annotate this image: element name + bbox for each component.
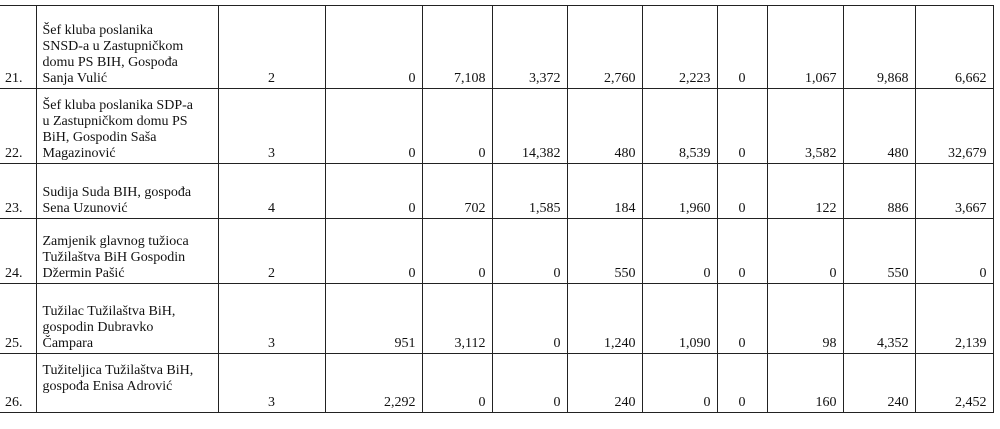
value-cell: 9,868 [842,5,916,89]
value-cell: 0 [641,353,718,413]
value-cell: 0 [324,218,423,284]
value-cell: 951 [324,283,423,354]
value-cell: 1,240 [566,283,643,354]
table-row: 22. Šef kluba poslanika SDP-a u Zastupnič… [0,88,994,164]
official-name: Šef kluba poslanika SDP-a u Zastupničkom… [35,88,219,164]
value-cell: 550 [842,218,916,284]
row-number: 25. [0,283,37,354]
value-cell: 3 [217,283,326,354]
row-number: 21. [0,5,37,89]
value-cell: 0 [491,218,568,284]
value-cell: 0 [716,218,768,284]
value-cell: 184 [566,163,643,219]
value-cell: 0 [491,283,568,354]
value-cell: 0 [641,218,718,284]
value-cell: 3,112 [421,283,493,354]
value-cell: 3 [217,353,326,413]
value-cell: 160 [766,353,844,413]
value-cell: 2,292 [324,353,423,413]
value-cell: 0 [766,218,844,284]
table-row: 21. Šef kluba poslanika SNSD-a u Zastupni… [0,5,994,89]
value-cell: 1,585 [491,163,568,219]
row-number: 23. [0,163,37,219]
value-cell: 0 [716,88,768,164]
value-cell: 6,662 [914,5,994,89]
value-cell: 2 [217,5,326,89]
table-row: 26. Tužiteljica Tužilaštva BiH, gospođa E… [0,353,994,413]
table-row: 24. Zamjenik glavnog tužioca Tužilaštva B… [0,218,994,284]
officials-table: 21. Šef kluba poslanika SNSD-a u Zastupni… [0,5,994,413]
official-name: Tužilac Tužilaštva BiH, gospodin Dubravk… [35,283,219,354]
official-name: Šef kluba poslanika SNSD-a u Zastupničko… [35,5,219,89]
value-cell: 4,352 [842,283,916,354]
value-cell: 0 [421,353,493,413]
value-cell: 0 [324,163,423,219]
value-cell: 32,679 [914,88,994,164]
value-cell: 480 [842,88,916,164]
value-cell: 0 [716,283,768,354]
value-cell: 0 [716,5,768,89]
value-cell: 3,372 [491,5,568,89]
value-cell: 3,667 [914,163,994,219]
value-cell: 240 [566,353,643,413]
value-cell: 0 [324,5,423,89]
value-cell: 122 [766,163,844,219]
value-cell: 98 [766,283,844,354]
official-name: Tužiteljica Tužilaštva BiH, gospođa Enis… [35,353,219,413]
value-cell: 1,960 [641,163,718,219]
value-cell: 3 [217,88,326,164]
value-cell: 4 [217,163,326,219]
value-cell: 2,760 [566,5,643,89]
value-cell: 0 [491,353,568,413]
row-number: 24. [0,218,37,284]
value-cell: 2 [217,218,326,284]
value-cell: 0 [421,218,493,284]
value-cell: 2,452 [914,353,994,413]
official-name: Sudija Suda BIH, gospođa Sena Uzunović [35,163,219,219]
value-cell: 2,139 [914,283,994,354]
row-number: 22. [0,88,37,164]
value-cell: 480 [566,88,643,164]
value-cell: 8,539 [641,88,718,164]
table-row: 23. Sudija Suda BIH, gospođa Sena Uzunovi… [0,163,994,219]
official-name: Zamjenik glavnog tužioca Tužilaštva BiH … [35,218,219,284]
value-cell: 14,382 [491,88,568,164]
value-cell: 1,090 [641,283,718,354]
value-cell: 0 [421,88,493,164]
value-cell: 0 [914,218,994,284]
value-cell: 702 [421,163,493,219]
value-cell: 2,223 [641,5,718,89]
value-cell: 7,108 [421,5,493,89]
value-cell: 0 [716,163,768,219]
value-cell: 3,582 [766,88,844,164]
value-cell: 0 [716,353,768,413]
value-cell: 0 [324,88,423,164]
table-row: 25. Tužilac Tužilaštva BiH, gospodin Dubr… [0,283,994,354]
value-cell: 240 [842,353,916,413]
value-cell: 1,067 [766,5,844,89]
value-cell: 886 [842,163,916,219]
row-number: 26. [0,353,37,413]
value-cell: 550 [566,218,643,284]
